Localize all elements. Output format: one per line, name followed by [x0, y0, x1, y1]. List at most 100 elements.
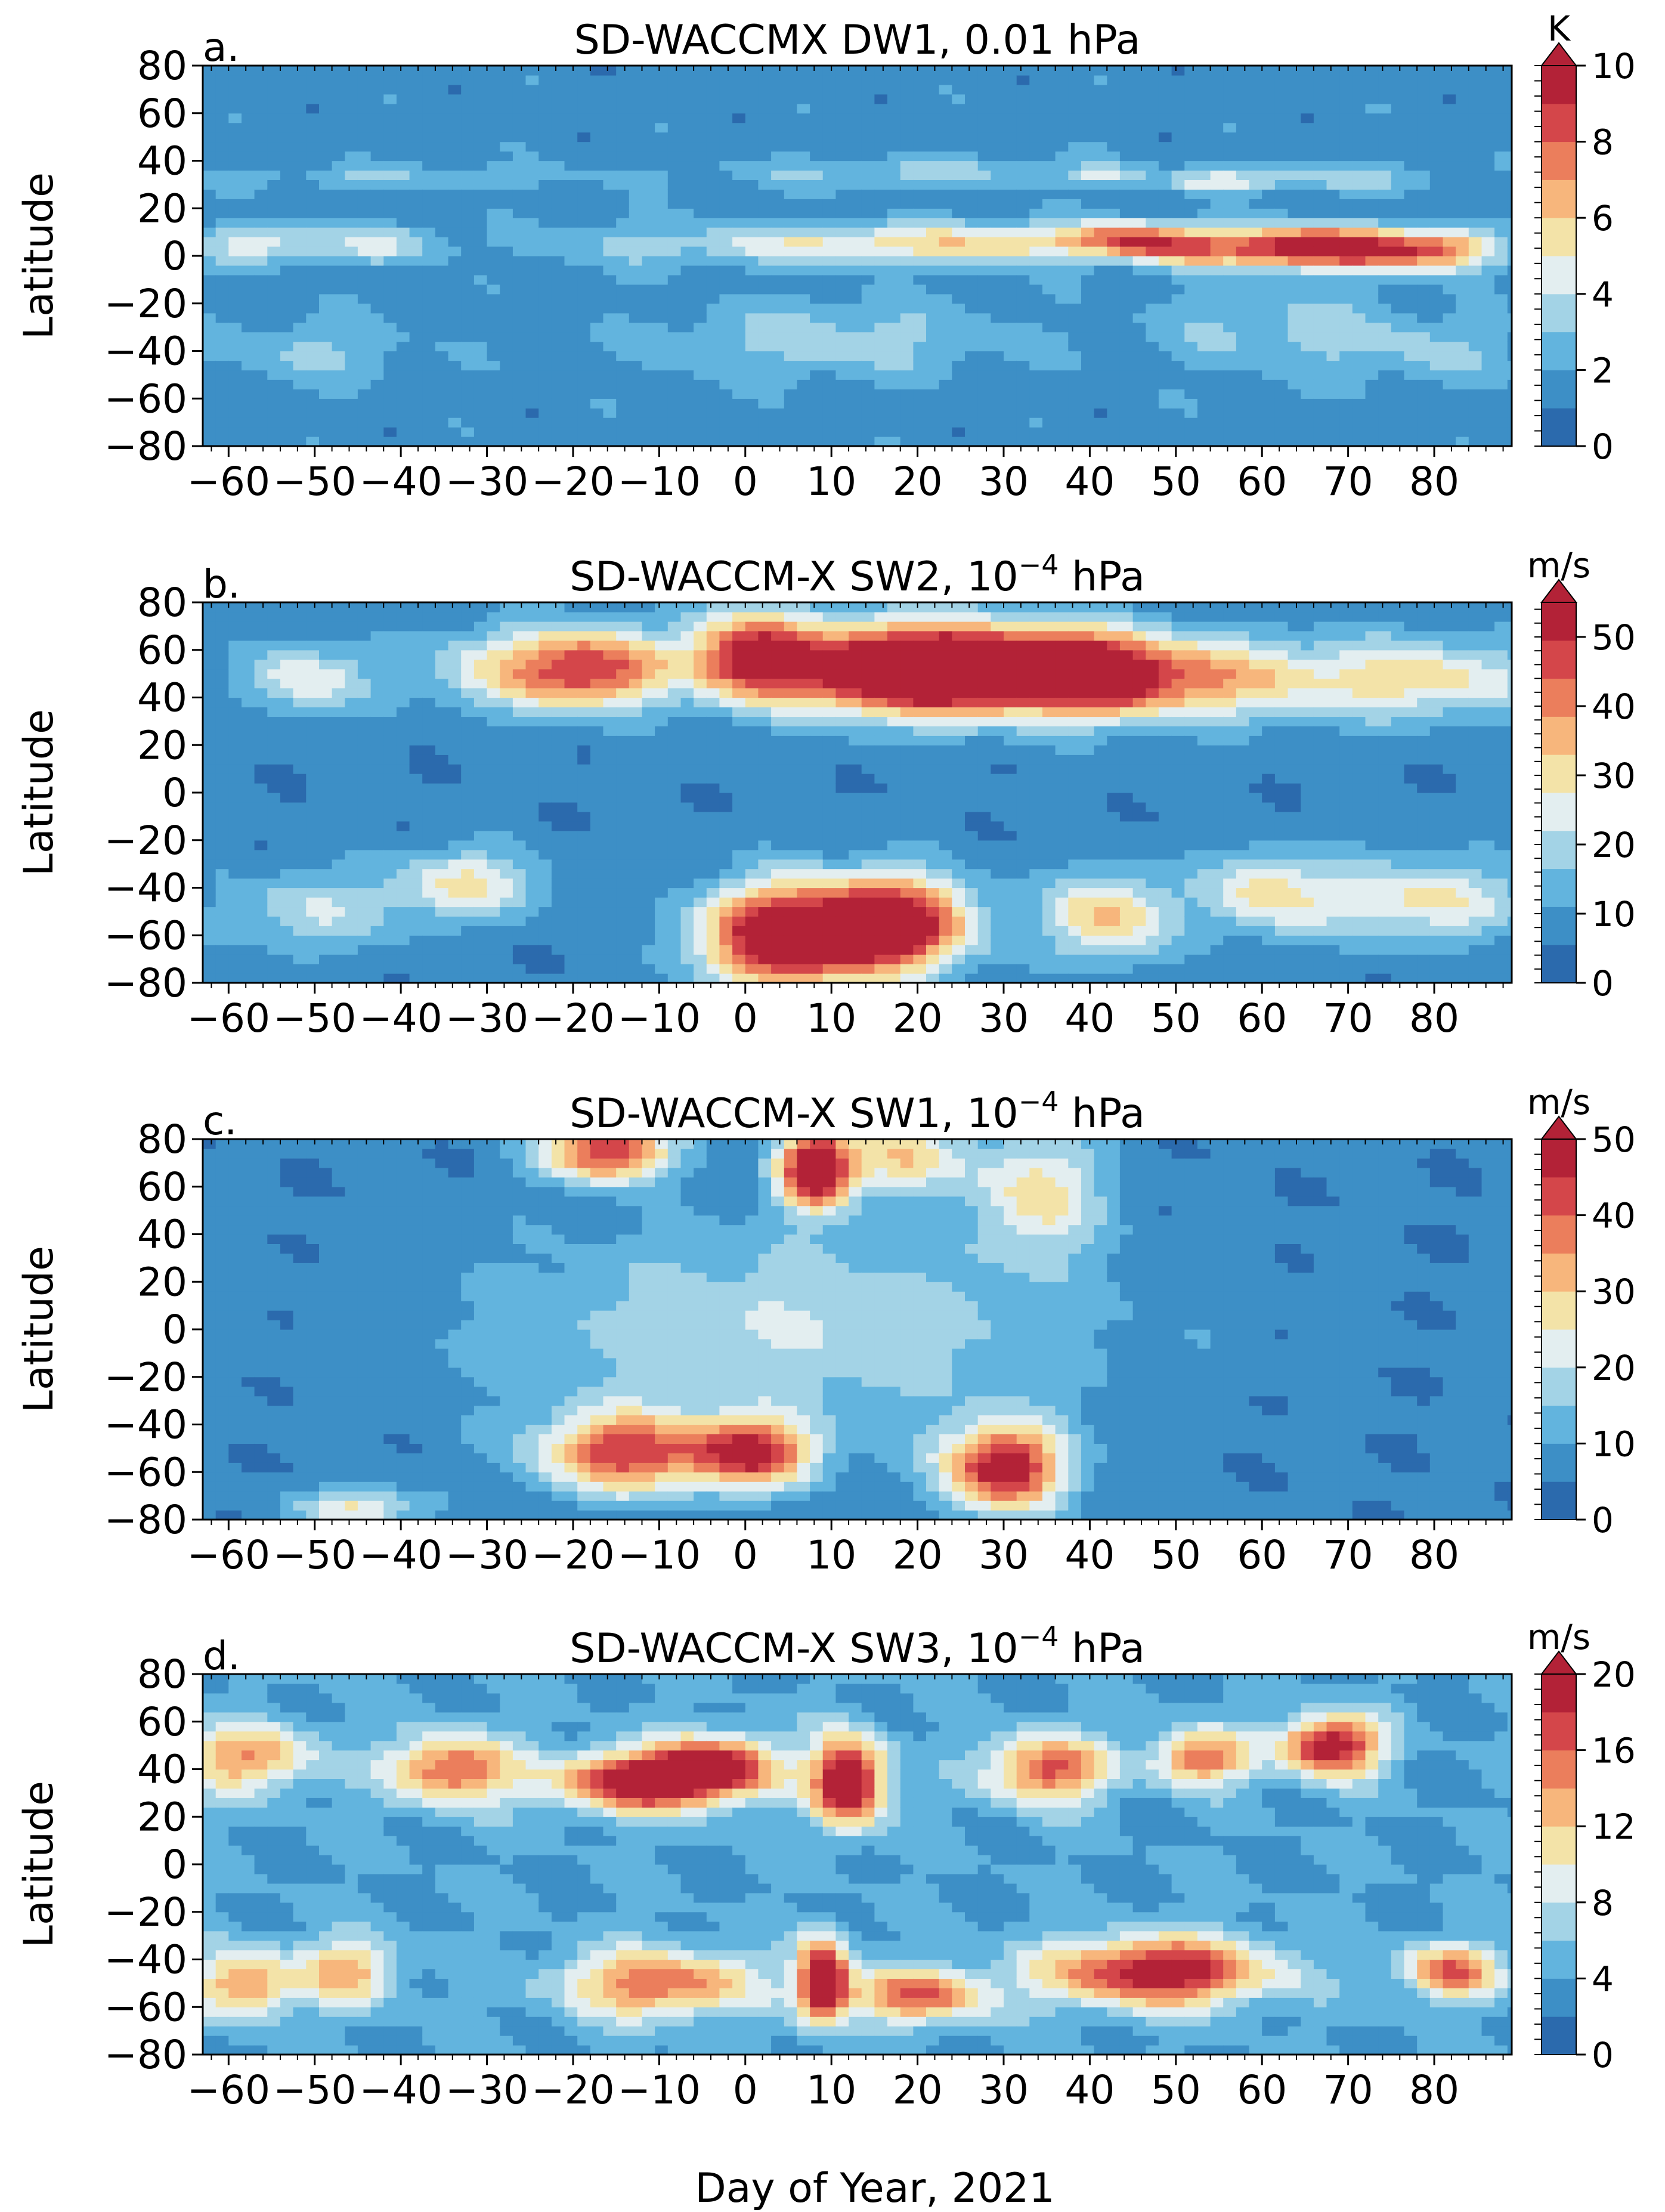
- heatmap-cell: [409, 208, 423, 218]
- heatmap-cell: [203, 716, 216, 726]
- heatmap-cell: [887, 227, 901, 237]
- heatmap-cell: [1236, 132, 1250, 143]
- heatmap-cell: [319, 94, 333, 104]
- heatmap-cell: [797, 66, 810, 76]
- heatmap-cell: [473, 293, 488, 304]
- heatmap-cell: [306, 783, 320, 793]
- heatmap-cell: [1107, 398, 1121, 409]
- heatmap-cell: [887, 237, 901, 247]
- heatmap-cell: [1288, 408, 1301, 418]
- heatmap-cell: [965, 293, 979, 304]
- heatmap-cell: [1094, 332, 1107, 342]
- heatmap-cell: [991, 199, 1004, 209]
- heatmap-cell: [293, 678, 307, 689]
- heatmap-cell: [926, 389, 940, 399]
- heatmap-cell: [745, 75, 759, 85]
- heatmap-cell: [694, 94, 707, 104]
- heatmap-cell: [939, 351, 952, 361]
- heatmap-cell: [332, 659, 345, 670]
- heatmap-cell: [1507, 303, 1512, 314]
- heatmap-cell: [874, 84, 888, 95]
- heatmap-cell: [1119, 274, 1134, 285]
- heatmap-cell: [991, 141, 1004, 152]
- heatmap-cell: [203, 103, 216, 114]
- heatmap-cell: [1468, 332, 1483, 342]
- heatmap-cell: [861, 180, 875, 190]
- heatmap-cell: [306, 189, 320, 199]
- heatmap-cell: [1236, 370, 1250, 380]
- heatmap-cell: [745, 189, 759, 199]
- heatmap-cell: [1288, 265, 1301, 276]
- heatmap-cell: [1262, 370, 1276, 380]
- heatmap-cell: [667, 180, 682, 190]
- heatmap-cell: [487, 293, 500, 304]
- heatmap-cell: [319, 754, 333, 765]
- heatmap-cell: [577, 379, 591, 389]
- heatmap-cell: [1249, 180, 1262, 190]
- heatmap-cell: [900, 322, 914, 333]
- heatmap-cell: [913, 227, 927, 237]
- heatmap-cell: [745, 274, 759, 285]
- heatmap-cell: [293, 151, 307, 162]
- heatmap-cell: [1274, 256, 1289, 266]
- heatmap-cell: [396, 379, 410, 389]
- heatmap-cell: [887, 199, 901, 209]
- heatmap-cell: [822, 151, 836, 162]
- heatmap-cell: [1274, 427, 1289, 437]
- heatmap-cell: [203, 94, 216, 104]
- heatmap-cell: [1197, 360, 1211, 371]
- heatmap-cell: [926, 360, 940, 371]
- heatmap-cell: [357, 630, 372, 641]
- heatmap-cell: [758, 284, 772, 295]
- heatmap-cell: [1197, 227, 1211, 237]
- heatmap-cell: [810, 75, 824, 85]
- heatmap-cell: [254, 640, 268, 651]
- heatmap-cell: [1223, 313, 1237, 323]
- heatmap-cell: [1481, 274, 1495, 285]
- heatmap-cell: [564, 351, 578, 361]
- heatmap-cell: [409, 427, 423, 437]
- heatmap-cell: [758, 341, 772, 352]
- heatmap-cell: [319, 830, 333, 841]
- heatmap-cell: [1094, 437, 1107, 447]
- heatmap-cell: [629, 284, 643, 295]
- heatmap-cell: [667, 265, 682, 276]
- heatmap-cell: [357, 303, 372, 314]
- heatmap-cell: [332, 103, 345, 114]
- heatmap-cell: [280, 697, 294, 708]
- heatmap-cell: [642, 256, 655, 266]
- heatmap-cell: [1094, 151, 1107, 162]
- heatmap-cell: [332, 897, 345, 908]
- heatmap-cell: [991, 94, 1004, 104]
- heatmap-cell: [487, 360, 500, 371]
- heatmap-cell: [1184, 113, 1198, 123]
- heatmap-cell: [694, 332, 707, 342]
- heatmap-cell: [1223, 293, 1237, 304]
- heatmap-cell: [1456, 427, 1469, 437]
- heatmap-cell: [383, 935, 397, 945]
- heatmap-cell: [383, 427, 397, 437]
- heatmap-cell: [1081, 351, 1095, 361]
- heatmap-cell: [1068, 332, 1082, 342]
- heatmap-cell: [1094, 293, 1107, 304]
- heatmap-cell: [396, 916, 410, 926]
- heatmap-cell: [319, 887, 333, 898]
- heatmap-cell: [1158, 227, 1172, 237]
- heatmap-cell: [1171, 427, 1185, 437]
- heatmap-cell: [357, 849, 372, 860]
- heatmap-cell: [977, 265, 991, 276]
- heatmap-cell: [694, 437, 707, 447]
- heatmap-cell: [680, 141, 694, 152]
- heatmap-cell: [667, 246, 682, 256]
- heatmap-cell: [293, 783, 307, 793]
- heatmap-cell: [1391, 303, 1405, 314]
- heatmap-cell: [254, 735, 268, 745]
- heatmap-cell: [835, 360, 849, 371]
- heatmap-cell: [396, 360, 410, 371]
- heatmap-cell: [370, 821, 384, 831]
- heatmap-cell: [952, 237, 965, 247]
- heatmap-cell: [203, 284, 216, 295]
- heatmap-cell: [1494, 227, 1508, 237]
- heatmap-cell: [939, 227, 952, 237]
- heatmap-cell: [991, 284, 1004, 295]
